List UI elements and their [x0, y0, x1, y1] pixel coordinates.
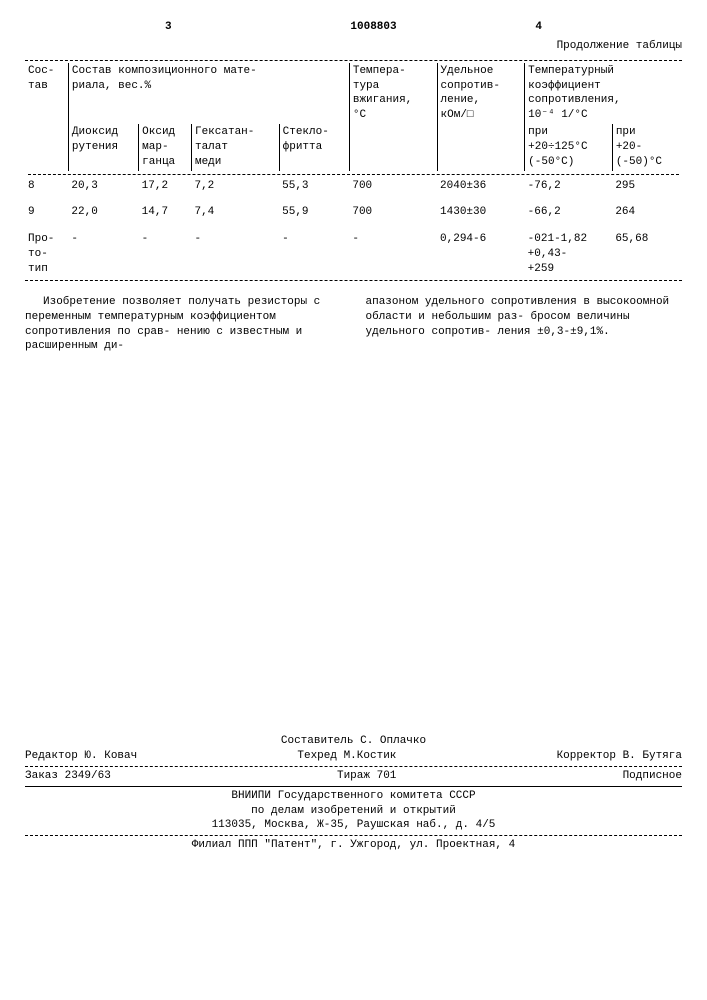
cell-r: 2040±36 [437, 178, 525, 195]
body-text-left: Изобретение позволяет получать резисторы… [25, 295, 342, 354]
cell-k2: 295 [612, 178, 682, 195]
table-row: Про-то-тип - - - - - 0,294-6 -021-1,82+0… [25, 231, 682, 278]
cell-n: 8 [25, 178, 68, 195]
footer: Составитель С. Оплачко Редактор Ю. Ковач… [25, 734, 682, 853]
cell-t: - [349, 231, 437, 278]
footer-rule1 [25, 766, 682, 767]
footer-corrector: Корректор В. Бутяга [557, 749, 682, 764]
body-text-right: апазоном удельного сопротивления в высок… [366, 295, 683, 354]
cell-k1: -021-1,82+0,43-+259 [525, 231, 613, 278]
footer-rule3 [25, 835, 682, 836]
footer-org1: ВНИИПИ Государственного комитета СССР [25, 789, 682, 804]
footer-org2: по делам изобретений и открытий [25, 804, 682, 819]
cell-c2: - [139, 231, 192, 278]
header-rule [28, 174, 679, 175]
cell-t: 700 [349, 204, 437, 221]
cell-c3: - [191, 231, 279, 278]
cell-c3: 7,2 [191, 178, 279, 195]
page-left: 3 [165, 20, 172, 35]
col-header-oxide: Оксидмар-ганца [139, 124, 192, 171]
col-header-tkc1: при+20÷125°C(-50°C) [525, 124, 613, 171]
page-numbers: 3 1008803 4 [25, 20, 682, 35]
data-table: Сос-тав Состав композиционного мате-риал… [25, 63, 682, 278]
cell-c4: 55,9 [279, 204, 349, 221]
cell-c3: 7,4 [191, 204, 279, 221]
cell-c1: 20,3 [68, 178, 138, 195]
body-text: Изобретение позволяет получать резисторы… [25, 295, 682, 354]
cell-k1: -76,2 [525, 178, 613, 195]
cell-n: 9 [25, 204, 68, 221]
table-continuation-label: Продолжение таблицы [25, 39, 682, 54]
cell-r: 0,294-6 [437, 231, 525, 278]
footer-order: Заказ 2349/63 [25, 769, 111, 784]
cell-c1: 22,0 [68, 204, 138, 221]
footer-sub: Подписное [623, 769, 682, 784]
col-header-resist: Удельноесопротив-ление,кОм/□ [437, 63, 525, 171]
footer-editor: Редактор Ю. Ковач [25, 749, 137, 764]
page-right: 4 [535, 20, 542, 35]
cell-n: Про-то-тип [25, 231, 68, 278]
cell-k2: 264 [612, 204, 682, 221]
col-header-hexa: Гексатан-талатмеди [191, 124, 279, 171]
cell-k2: 65,68 [612, 231, 682, 278]
cell-c2: 14,7 [139, 204, 192, 221]
table-top-rule [25, 60, 682, 61]
footer-branch: Филиал ППП "Патент", г. Ужгород, ул. Про… [25, 838, 682, 853]
footer-rule2 [25, 786, 682, 787]
col-header-dioxide: Диоксидрутения [68, 124, 138, 171]
col-header-tkc: Температурныйкоэффициентсопротивления,10… [525, 63, 682, 124]
col-header-tkc2: при+20-(-50)°C [612, 124, 682, 171]
cell-c4: - [279, 231, 349, 278]
page-center: 1008803 [350, 20, 396, 35]
cell-t: 700 [349, 178, 437, 195]
table-bottom-rule [25, 280, 682, 281]
footer-addr: 113035, Москва, Ж-35, Раушская наб., д. … [25, 818, 682, 833]
col-header-sostav: Сос-тав [25, 63, 68, 171]
footer-tirazh: Тираж 701 [337, 769, 396, 784]
col-header-frit: Стекло-фритта [279, 124, 349, 171]
cell-k1: -66,2 [525, 204, 613, 221]
table-row: 9 22,0 14,7 7,4 55,9 700 1430±30 -66,2 2… [25, 204, 682, 221]
col-header-temp: Темпера-туравжигания,°C [349, 63, 437, 171]
cell-c2: 17,2 [139, 178, 192, 195]
cell-r: 1430±30 [437, 204, 525, 221]
cell-c4: 55,3 [279, 178, 349, 195]
table-row: 8 20,3 17,2 7,2 55,3 700 2040±36 -76,2 2… [25, 178, 682, 195]
footer-compiler: Составитель С. Оплачко [25, 734, 682, 749]
footer-tech: Техред М.Костик [297, 749, 396, 764]
cell-c1: - [68, 231, 138, 278]
col-header-composition: Состав композиционного мате-риала, вес.% [68, 63, 349, 124]
